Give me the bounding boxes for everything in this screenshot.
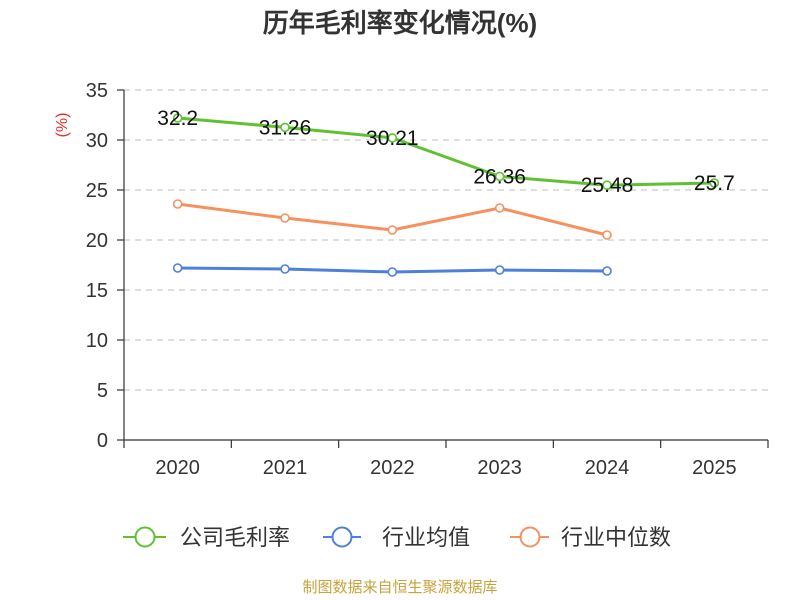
legend-item-0[interactable]: 公司毛利率 xyxy=(123,525,290,550)
data-source-note: 制图数据来自恒生聚源数据库 xyxy=(302,579,498,596)
legend-circle-icon xyxy=(331,526,353,548)
legend-label: 行业中位数 xyxy=(561,525,671,550)
x-tick-label: 2024 xyxy=(585,457,630,479)
data-label: 32.2 xyxy=(157,107,198,130)
y-tick-label: 0 xyxy=(97,430,108,452)
data-point xyxy=(172,113,183,123)
data-label: 26.36 xyxy=(473,165,526,188)
data-point xyxy=(602,266,612,276)
data-point xyxy=(387,225,398,235)
legend-label: 行业均值 xyxy=(382,525,470,550)
legend-item-2[interactable]: 行业中位数 xyxy=(510,525,671,550)
legend-label: 公司毛利率 xyxy=(180,525,290,550)
data-point xyxy=(172,199,183,209)
data-point xyxy=(280,264,290,274)
data-point xyxy=(494,171,505,182)
data-point xyxy=(387,267,398,277)
chart-title: 历年毛利率变化情况(%) xyxy=(262,8,538,38)
data-label: 31.26 xyxy=(259,116,312,139)
y-tick-label: 25 xyxy=(86,180,108,202)
data-point xyxy=(602,230,612,240)
series-line-0 xyxy=(177,116,715,187)
data-point xyxy=(387,133,398,143)
x-tick-label: 2025 xyxy=(692,457,737,479)
y-tick-label: 10 xyxy=(86,330,108,352)
data-label: 25.48 xyxy=(581,174,634,197)
data-point xyxy=(494,265,505,275)
y-tick-label: 35 xyxy=(86,80,108,102)
x-tick-label: 2022 xyxy=(370,457,415,479)
legend-circle-icon xyxy=(519,526,541,548)
data-point xyxy=(709,178,720,188)
legend-circle-icon xyxy=(134,526,156,548)
data-point xyxy=(280,213,290,223)
x-tick-label: 2023 xyxy=(477,457,522,479)
y-tick-label: 30 xyxy=(86,130,108,152)
x-tick-label: 2021 xyxy=(263,457,308,479)
data-label: 30.21 xyxy=(366,127,419,150)
y-tick-label: 15 xyxy=(86,280,108,302)
data-point xyxy=(602,180,612,190)
y-axis-label: (%) xyxy=(54,113,71,138)
data-point xyxy=(280,122,290,133)
y-tick-label: 5 xyxy=(97,380,108,402)
y-tick-label: 20 xyxy=(86,230,108,252)
x-tick-label: 2020 xyxy=(155,457,200,479)
legend-item-1[interactable]: 行业均值 xyxy=(323,525,470,550)
data-point xyxy=(494,203,505,213)
data-point xyxy=(172,263,183,273)
data-label: 25.7 xyxy=(694,172,735,195)
